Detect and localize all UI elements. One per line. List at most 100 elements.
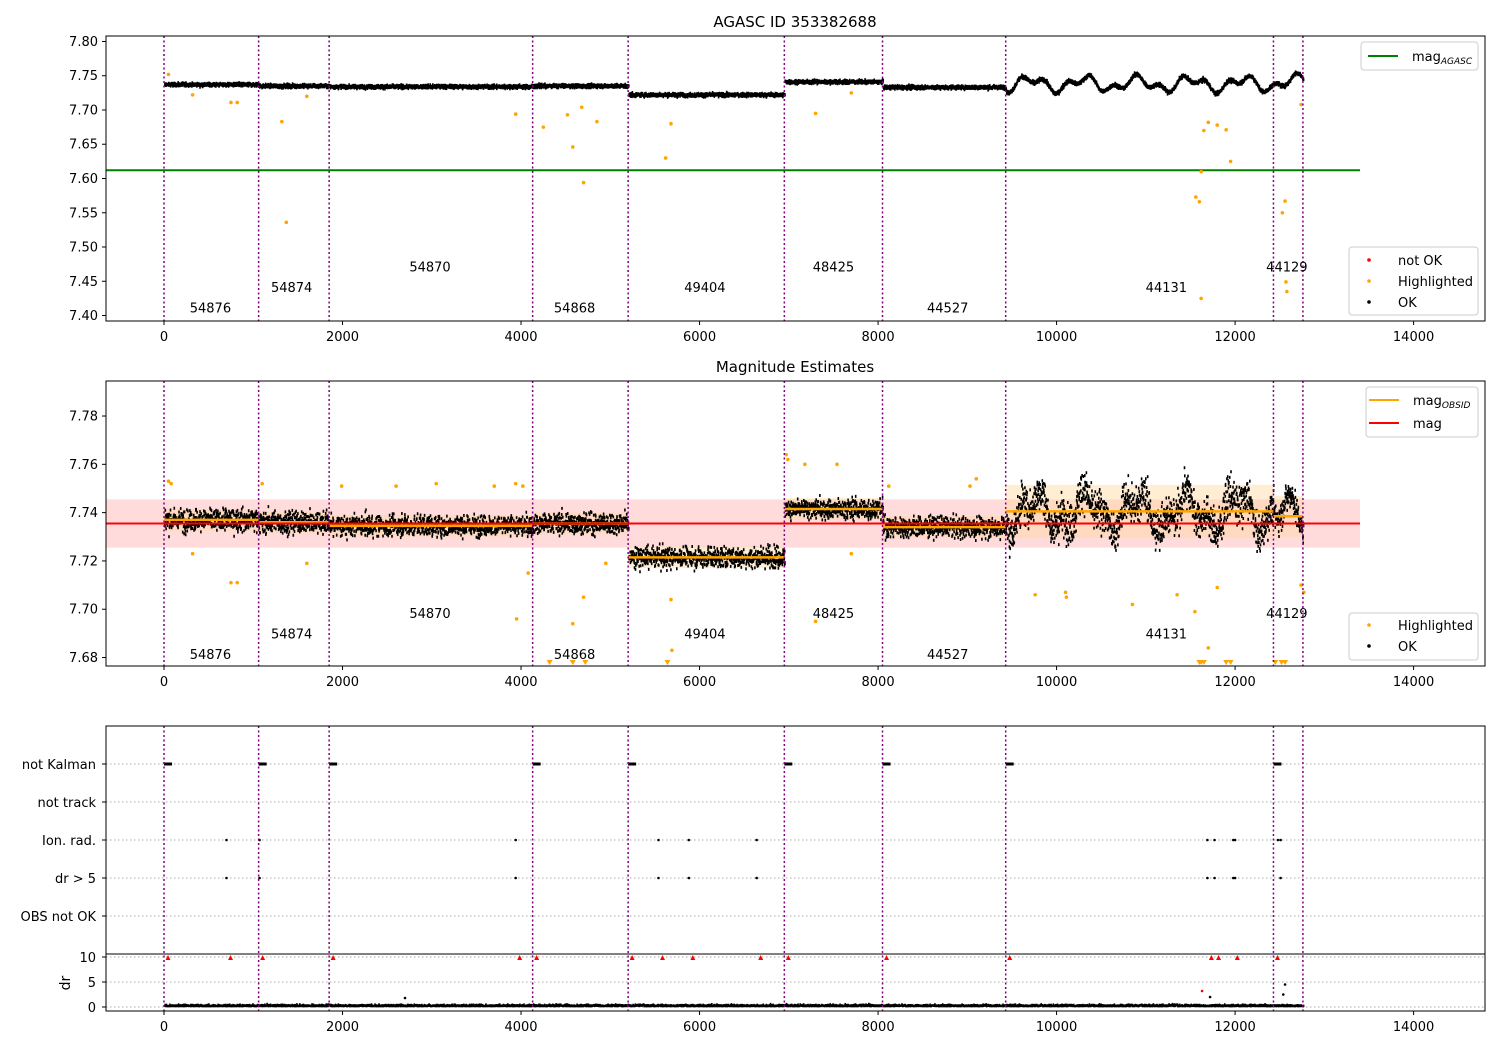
dr-gt-5-marker	[514, 876, 517, 880]
x-tick-label: 14000	[1393, 1020, 1434, 1035]
highlighted-point	[339, 484, 344, 488]
x-tick-label: 12000	[1214, 330, 1255, 345]
dr-gt-5-marker	[1213, 876, 1216, 880]
obsid-label: 49404	[684, 628, 725, 643]
highlighted-point	[526, 571, 530, 575]
x-tick-label: 6000	[683, 330, 716, 345]
y-tick-label: 7.78	[69, 410, 98, 425]
highlighted-point	[1194, 195, 1198, 199]
dr-outlier-point	[1281, 993, 1285, 996]
highlighted-point	[166, 479, 171, 484]
not-kalman-marker	[532, 762, 541, 766]
x-tick-label: 10000	[1036, 675, 1077, 690]
highlighted-point	[974, 477, 979, 481]
highlighted-point	[1206, 646, 1211, 650]
obsid-label: 54870	[409, 261, 450, 276]
dr-clipped-marker	[884, 955, 890, 960]
highlighted-point	[1224, 128, 1228, 132]
dr-clipped-marker	[517, 955, 523, 960]
highlighted-point	[166, 72, 171, 77]
highlighted-point	[513, 481, 518, 486]
x-tick-label: 10000	[1036, 1020, 1077, 1035]
x-tick-label: 0	[160, 1020, 168, 1035]
dr-gt-5-marker	[1233, 876, 1237, 880]
flag-row-label: not Kalman	[22, 758, 96, 773]
dr-gt-5-marker	[1279, 876, 1282, 880]
highlighted-point	[1283, 199, 1287, 203]
highlighted-point	[492, 484, 497, 488]
obsid-label: 54874	[271, 628, 312, 643]
y-tick-label: 7.55	[69, 206, 98, 221]
dr-clipped-marker	[785, 955, 791, 960]
highlighted-point	[565, 112, 570, 117]
obsid-label: 54876	[190, 648, 231, 663]
clipped-highlighted-marker	[1227, 660, 1234, 665]
highlighted-point	[784, 452, 788, 457]
y-tick-label: 7.76	[69, 458, 98, 473]
highlighted-point	[595, 119, 599, 124]
highlighted-point	[1199, 296, 1203, 301]
highlighted-point	[786, 457, 790, 462]
clipped-highlighted-marker	[664, 660, 671, 665]
highlighted-point	[229, 100, 233, 105]
highlighted-point	[190, 551, 195, 556]
highlighted-point	[670, 648, 674, 653]
dr-outlier-point	[1208, 995, 1212, 999]
dr-clipped-marker	[1234, 955, 1240, 960]
x-tick-label: 2000	[326, 675, 359, 690]
highlighted-point	[581, 595, 586, 599]
dr-outlier-point	[403, 996, 407, 1000]
dr-clipped-marker	[1007, 955, 1013, 960]
dr-tick-label: 10	[79, 951, 96, 966]
dr-clipped-marker	[227, 955, 233, 960]
ion-rad-marker	[1276, 838, 1280, 842]
legend-marker-swatch	[1367, 300, 1371, 304]
dr-clipped-marker	[260, 955, 266, 960]
obsid-label: 44131	[1146, 628, 1187, 643]
panel-2-title: Magnitude Estimates	[716, 358, 874, 376]
not-kalman-marker	[628, 762, 637, 766]
legend-label: OK	[1398, 640, 1417, 655]
not-kalman-marker	[164, 762, 173, 766]
highlighted-point	[284, 220, 289, 225]
ion-rad-marker	[1231, 838, 1235, 842]
highlighted-point	[1215, 585, 1220, 590]
highlighted-point	[1064, 595, 1069, 599]
y-tick-label: 7.74	[69, 506, 98, 521]
flags-and-dr-panel: not Kalman not track Ion. rad. dr > 5 OBS no…	[21, 725, 1486, 1035]
legend-marker-swatch	[1367, 258, 1371, 262]
highlighted-point	[190, 93, 195, 97]
legend-marker-swatch	[1367, 623, 1371, 627]
obsid-label: 44527	[927, 648, 968, 663]
flag-row-label: not track	[37, 796, 96, 811]
y-tick-label: 7.70	[69, 103, 98, 118]
obsid-label: 44527	[927, 302, 968, 317]
y-tick-label: 7.65	[69, 138, 98, 153]
dr-clipped-marker	[629, 955, 635, 960]
not-kalman-marker	[882, 762, 891, 766]
dr-ok-points	[164, 1002, 1305, 1008]
not-kalman-marker	[784, 762, 793, 766]
highlighted-point	[235, 580, 240, 585]
flag-row-label: Ion. rad.	[42, 834, 96, 849]
ion-rad-marker	[1279, 838, 1282, 842]
x-tick-label: 8000	[862, 675, 895, 690]
highlighted-point	[571, 145, 575, 149]
highlighted-point	[260, 481, 264, 486]
legend-label: mag	[1413, 417, 1442, 432]
highlighted-point	[813, 619, 818, 624]
ok-points	[164, 70, 1305, 99]
highlighted-point	[1299, 102, 1303, 107]
panel-2-frame	[105, 380, 1486, 667]
y-tick-label: 7.60	[69, 172, 98, 187]
ion-rad-marker	[687, 838, 691, 842]
highlighted-point	[513, 112, 518, 116]
obsid-label: 49404	[684, 281, 725, 296]
dr-clipped-marker	[330, 955, 336, 960]
flag-row-label: dr > 5	[55, 872, 96, 887]
clipped-highlighted-marker	[546, 660, 553, 665]
obsid-label: 54870	[409, 607, 450, 622]
dr-clipped-marker	[1216, 955, 1222, 960]
obsid-label: 54874	[271, 281, 312, 296]
